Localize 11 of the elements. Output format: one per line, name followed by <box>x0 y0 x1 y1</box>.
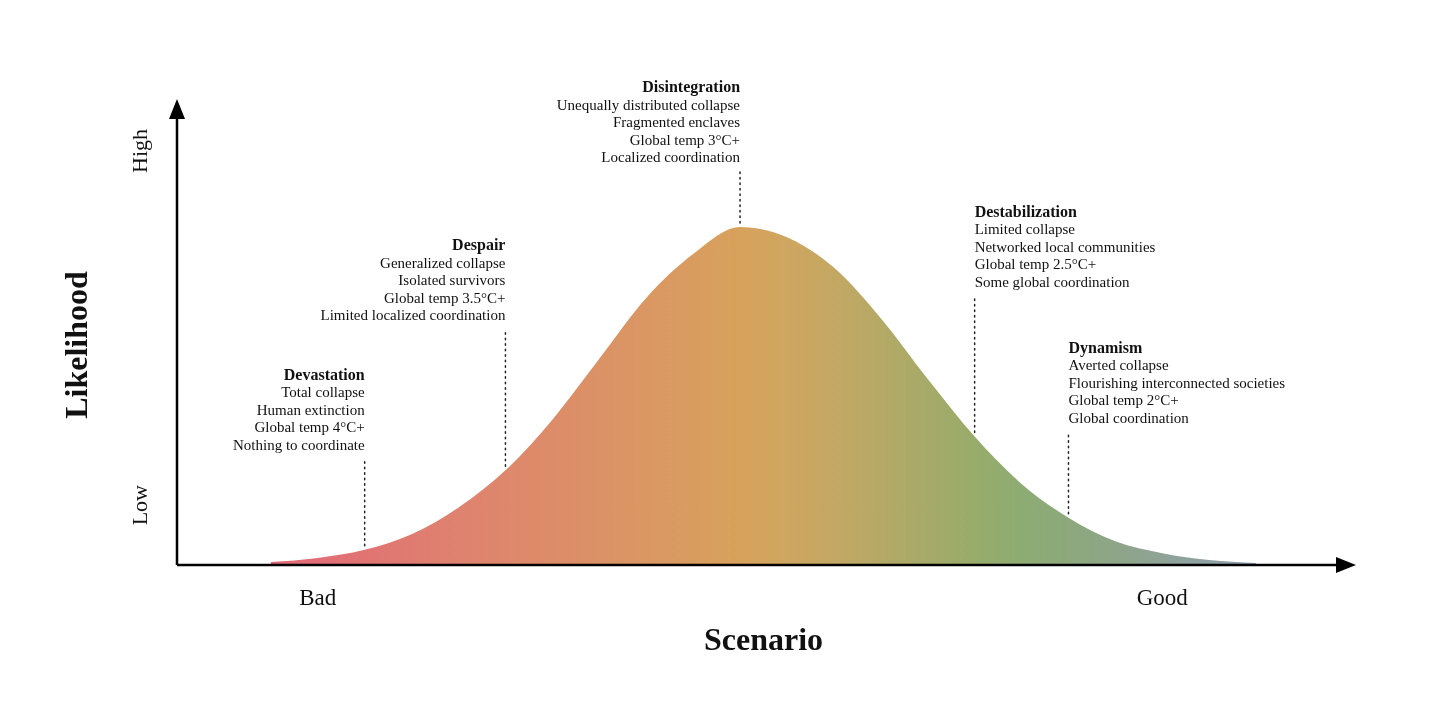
x-axis-title: Scenario <box>703 621 824 657</box>
annotation: Destabilization Limited collapse Networked local communities Global temp 2.5°C+ Some global coordination <box>974 202 1156 290</box>
text: High <box>127 129 152 173</box>
y-axis-title: Likelihood <box>58 270 94 419</box>
annotation: Despair Generalized collapse Isolated survivors Global temp 3.5°C+ Limited localized coordination <box>320 236 506 324</box>
x-tick-label: Bad <box>299 585 337 610</box>
annotation: Dynamism Averted collapse Flourishing interconnected societies Global temp 2°C+ Global coordination <box>1068 338 1286 426</box>
text: Disintegration Unequally distributed collapse Fragmented enclaves Global temp 3°C+ Localized coordination <box>556 78 741 165</box>
text: Low <box>127 484 152 526</box>
annotation: Devastation Total collapse Human extinction Global temp 4°C+ Nothing to coordinate <box>233 365 366 453</box>
x-tick-label: Good <box>1136 585 1189 610</box>
